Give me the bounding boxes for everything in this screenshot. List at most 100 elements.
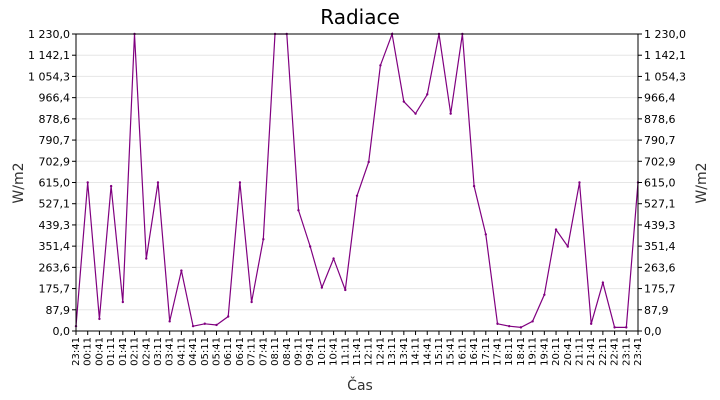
series-point xyxy=(613,326,616,329)
x-tick-label: 09:11 xyxy=(293,337,304,366)
x-tick-label: 10:11 xyxy=(317,337,328,366)
x-tick-label: 18:41 xyxy=(516,337,527,366)
x-tick-label: 07:41 xyxy=(258,337,269,366)
x-tick-label: 03:11 xyxy=(153,337,164,366)
x-tick-label: 20:11 xyxy=(551,337,562,366)
x-tick-label: 15:41 xyxy=(446,337,457,366)
x-tick-label: 01:41 xyxy=(118,337,129,366)
y-tick-label-right: 1 054,3 xyxy=(644,70,686,83)
series-point xyxy=(601,281,605,284)
y-tick-label-left: 878,6 xyxy=(39,113,71,126)
x-tick-label: 16:11 xyxy=(457,337,468,366)
x-tick-label: 17:41 xyxy=(493,337,504,366)
y-axis-label-left: W/m2 xyxy=(11,162,27,203)
x-tick-label: 04:11 xyxy=(176,337,187,366)
y-tick-label-left: 1 142,1 xyxy=(28,49,70,62)
y-tick-label-right: 615,0 xyxy=(644,177,676,190)
x-tick-label: 12:41 xyxy=(375,337,386,366)
x-tick-label: 21:11 xyxy=(574,337,585,366)
series-point xyxy=(484,233,487,236)
x-tick-label: 01:11 xyxy=(106,337,117,366)
series-point xyxy=(191,324,195,328)
series-point xyxy=(472,184,476,188)
series-point xyxy=(250,300,253,304)
y-tick-label-right: 966,4 xyxy=(644,92,676,105)
x-tick-label: 11:41 xyxy=(352,337,363,366)
x-tick-label: 07:11 xyxy=(247,337,258,366)
series-point xyxy=(589,322,593,325)
series-point xyxy=(344,288,347,292)
y-tick-label-left: 702,9 xyxy=(39,155,71,168)
series-point xyxy=(625,326,628,329)
series-point xyxy=(496,322,499,325)
y-tick-label-left: 263,6 xyxy=(39,261,71,274)
series-point xyxy=(180,269,183,272)
series-point xyxy=(379,64,382,67)
x-axis: 23:41 00:11 00:41 01:11 01:41 02:11 02:41 03:11… xyxy=(71,331,644,366)
series-point xyxy=(156,181,160,184)
y-tick-label-right: 351,4 xyxy=(644,240,676,253)
series-point xyxy=(508,324,511,328)
x-tick-label: 11:11 xyxy=(340,337,351,366)
y-tick-label-left: 1 054,3 xyxy=(28,70,70,83)
series-point xyxy=(109,184,113,188)
x-tick-label: 23:11 xyxy=(621,337,632,366)
series-point xyxy=(98,317,101,321)
x-tick-label: 15:11 xyxy=(434,337,445,366)
x-tick-label: 05:11 xyxy=(200,337,211,366)
y-tick-label-left: 439,3 xyxy=(39,219,71,232)
y-tick-label-left: 527,1 xyxy=(39,198,71,211)
x-tick-label: 09:41 xyxy=(305,337,316,366)
series-point xyxy=(297,209,300,212)
x-tick-label: 19:11 xyxy=(528,337,539,366)
series-point xyxy=(86,181,89,184)
y-tick-label-left: 790,7 xyxy=(39,134,71,147)
series-point xyxy=(566,245,569,248)
y-tick-label-left: 1 230,0 xyxy=(28,28,70,41)
series-point xyxy=(531,320,534,323)
y-tick-label-left: 615,0 xyxy=(39,177,71,190)
x-tick-label: 02:41 xyxy=(141,337,152,366)
x-axis-label: Čas xyxy=(347,376,373,394)
series-point xyxy=(355,194,359,197)
series-point xyxy=(320,286,324,289)
x-tick-label: 14:41 xyxy=(422,337,433,366)
y-tick-label-right: 0,0 xyxy=(644,325,662,338)
series-point xyxy=(578,181,581,184)
y-tick-label-right: 439,3 xyxy=(644,219,676,232)
y-tick-label-right: 702,9 xyxy=(644,155,676,168)
y-tick-label-left: 87,9 xyxy=(46,304,71,317)
x-tick-label: 17:11 xyxy=(481,337,492,366)
series-group xyxy=(74,31,640,329)
y-tick-label-right: 527,1 xyxy=(644,198,676,211)
x-tick-label: 02:11 xyxy=(130,337,141,366)
series-point xyxy=(262,238,265,241)
x-tick-label: 21:41 xyxy=(586,337,597,366)
x-tick-label: 06:41 xyxy=(235,337,246,366)
series-point xyxy=(203,322,206,325)
y-axis-right: 0,0 87,9 175,7 263,6 351,4 439,3 527,1 615,0 702… xyxy=(638,28,686,338)
series-point xyxy=(121,300,125,304)
x-tick-label: 04:41 xyxy=(188,337,199,366)
x-tick-label: 13:11 xyxy=(387,337,398,366)
y-tick-label-right: 1 142,1 xyxy=(644,49,686,62)
series-point xyxy=(168,320,171,323)
chart-title: Radiace xyxy=(320,5,400,29)
series-point xyxy=(414,112,417,115)
y-tick-label-right: 790,7 xyxy=(644,134,676,147)
series-point xyxy=(227,315,230,318)
y-tick-label-right: 175,7 xyxy=(644,283,676,296)
x-tick-label: 00:11 xyxy=(83,337,94,366)
series-point xyxy=(145,257,148,260)
x-tick-label: 22:41 xyxy=(610,337,621,366)
y-axis-label-right: W/m2 xyxy=(694,162,710,203)
x-tick-label: 05:41 xyxy=(212,337,223,366)
x-tick-label: 13:41 xyxy=(399,337,410,366)
x-tick-label: 08:41 xyxy=(282,337,293,366)
y-tick-label-right: 87,9 xyxy=(644,304,669,317)
series-point xyxy=(215,323,218,327)
x-tick-label: 08:11 xyxy=(270,337,281,366)
x-tick-label: 19:41 xyxy=(539,337,550,366)
y-axis-left: 0,0 87,9 175,7 263,6 351,4 439,3 527,1 615,0 702… xyxy=(28,28,76,338)
